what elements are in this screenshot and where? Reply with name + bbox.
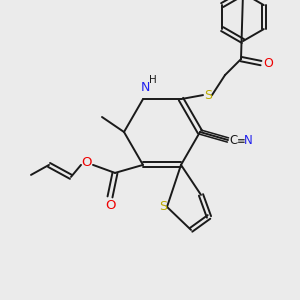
- Text: ≡: ≡: [237, 136, 245, 146]
- Text: S: S: [204, 88, 212, 102]
- Text: O: O: [105, 200, 115, 212]
- Text: N: N: [140, 81, 150, 94]
- Text: N: N: [244, 134, 252, 148]
- Text: H: H: [149, 75, 157, 85]
- Text: C: C: [230, 134, 238, 148]
- Text: S: S: [159, 200, 167, 213]
- Text: O: O: [81, 156, 91, 170]
- Text: O: O: [263, 57, 273, 70]
